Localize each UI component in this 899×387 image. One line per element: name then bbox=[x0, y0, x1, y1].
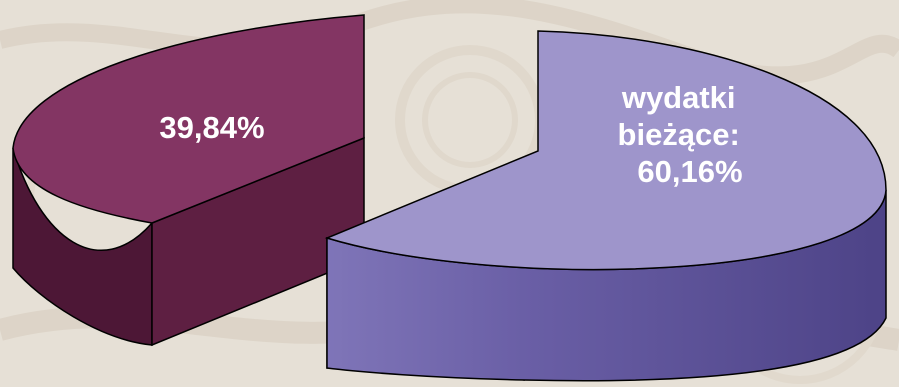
slice-left-label-line: 39,84% bbox=[159, 110, 264, 145]
slice-right-top bbox=[324, 30, 887, 271]
slice-left-label: 39,84% bbox=[159, 110, 264, 145]
slice-right-label-line-1: wydatki bbox=[621, 80, 736, 115]
pie-slice-right bbox=[324, 30, 887, 382]
pie-slice-left bbox=[12, 14, 365, 347]
slice-right-label-line-2: bieżące: bbox=[618, 117, 740, 152]
slice-right-label-line-3: 60,16% bbox=[637, 154, 742, 189]
slice-right-label: wydatki bieżące: 60,16% bbox=[618, 80, 749, 189]
slice-left-top bbox=[12, 14, 365, 224]
